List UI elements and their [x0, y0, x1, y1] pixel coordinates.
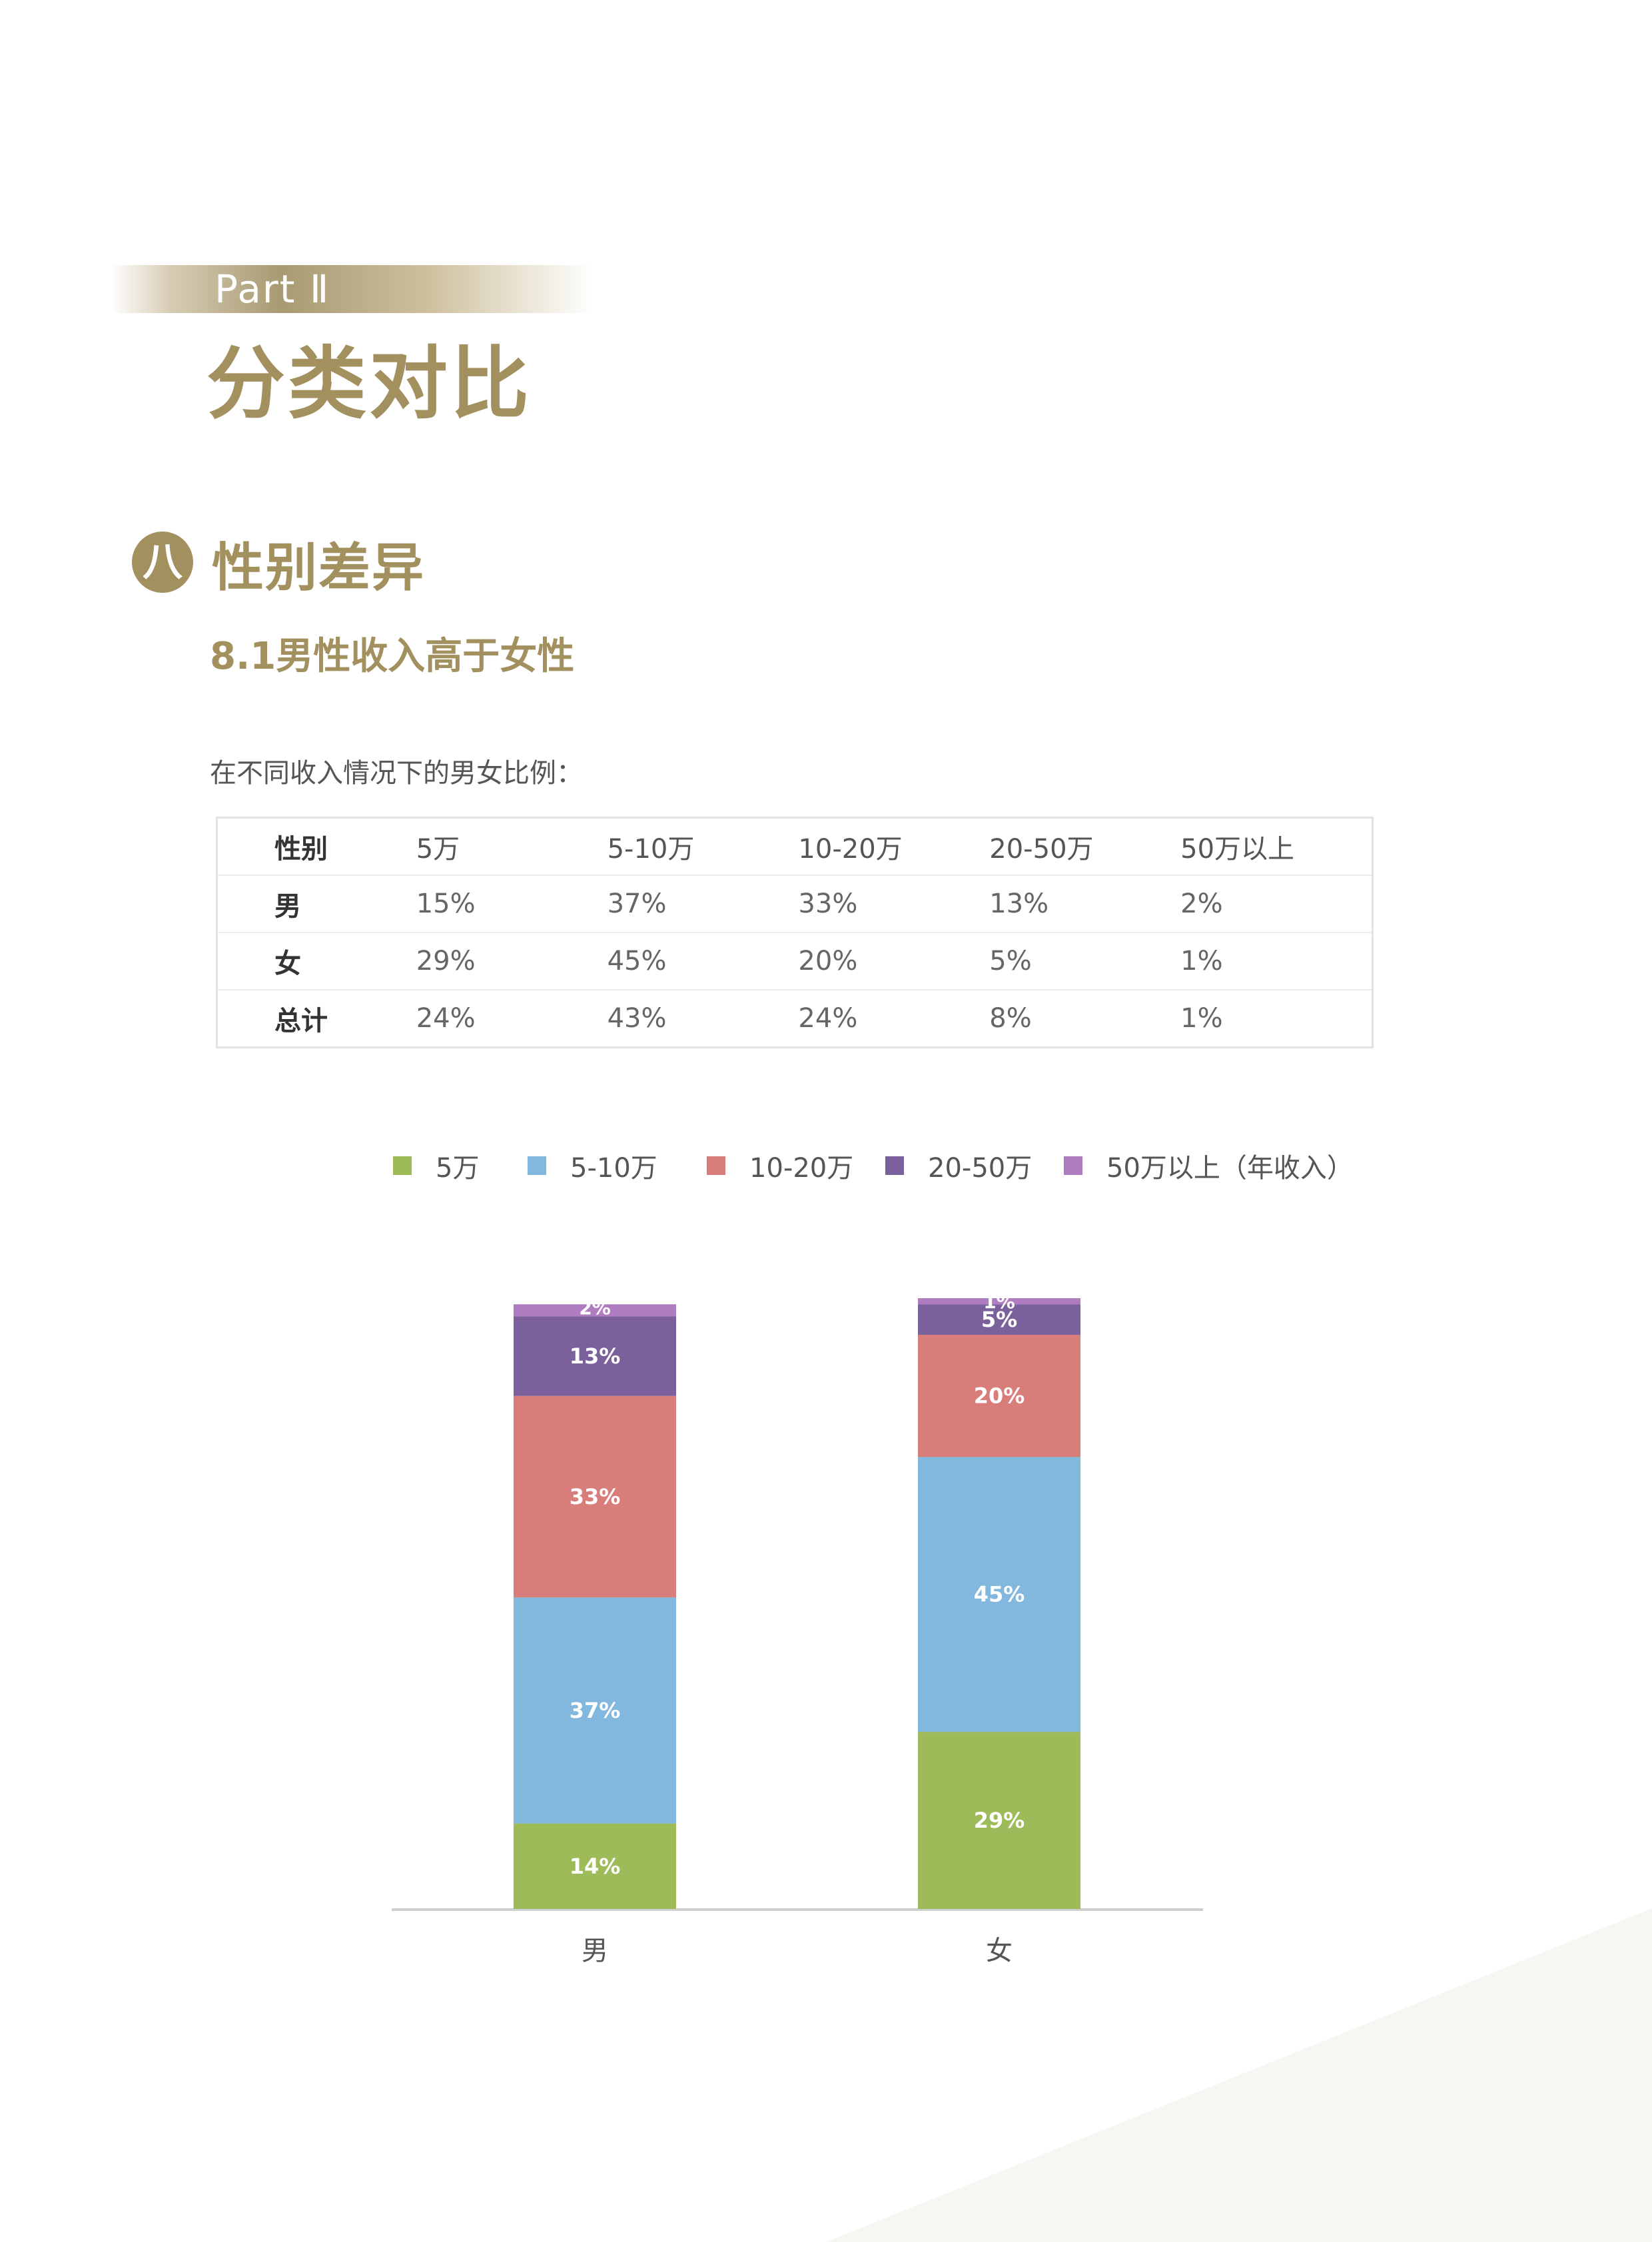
- legend-label: 5万: [436, 1153, 480, 1184]
- bar-segment: [918, 1298, 1080, 1305]
- table-cell: 45%: [607, 946, 667, 976]
- data-label: 14%: [570, 1854, 621, 1879]
- part-title: 分类对比: [206, 338, 532, 430]
- legend-item: 5-10万: [528, 1146, 707, 1185]
- legend-label: 20-50万: [928, 1153, 1032, 1184]
- bar-segment: [514, 1395, 676, 1598]
- legend-swatch: [885, 1156, 904, 1175]
- table-row: 总计 24% 43% 24% 8% 1%: [218, 989, 1372, 1046]
- subsection-title: 8.1男性收入高于女性: [210, 635, 575, 678]
- legend-swatch: [393, 1156, 412, 1175]
- table-header-cell: 10-20万: [798, 834, 903, 865]
- table-cell: 5%: [989, 946, 1032, 976]
- intro-text: 在不同收入情况下的男女比例：: [210, 758, 583, 789]
- data-label: 33%: [570, 1484, 621, 1509]
- table-header-cell: 20-50万: [989, 834, 1094, 865]
- legend-label: 10-20万: [749, 1153, 854, 1184]
- data-label: 13%: [570, 1343, 621, 1369]
- bar-segment: [514, 1823, 676, 1909]
- income-gender-table: 性别 5万 5-10万 10-20万 20-50万 50万以上 男 15% 37…: [216, 817, 1374, 1048]
- table-cell: 24%: [798, 1003, 858, 1034]
- table-header-cell: 50万以上: [1180, 834, 1295, 865]
- data-label: 45%: [974, 1582, 1025, 1607]
- table-header-cell: 性别: [274, 834, 328, 865]
- table-row: 女 29% 45% 20% 5% 1%: [218, 932, 1372, 989]
- table-cell: 24%: [416, 1003, 476, 1034]
- legend-label: 50万以上（年收入）: [1106, 1153, 1354, 1184]
- bar-segment: [514, 1304, 676, 1317]
- table-cell: 8%: [989, 1003, 1032, 1034]
- bar-segment: [514, 1597, 676, 1824]
- bar-segment: [918, 1335, 1080, 1457]
- table-cell: 33%: [798, 889, 858, 919]
- chart-legend: 5万 5-10万 10-20万 20-50万 50万以上（年收入）: [393, 1146, 1354, 1186]
- table-cell: 2%: [1180, 889, 1223, 919]
- table-header-cell: 5万: [416, 834, 460, 865]
- table-cell: 女: [274, 948, 301, 979]
- table-cell: 37%: [607, 889, 667, 919]
- legend-item: 5万: [393, 1146, 528, 1185]
- data-label: 1%: [983, 1291, 1015, 1313]
- bar-segment: [918, 1457, 1080, 1732]
- legend-swatch: [707, 1156, 725, 1175]
- bar-segment: [514, 1316, 676, 1396]
- section-number-badge: 八: [132, 532, 193, 593]
- x-tick-label: 女: [986, 1936, 1013, 1966]
- table-cell: 1%: [1180, 1003, 1223, 1034]
- table-cell: 20%: [798, 946, 858, 976]
- section-title: 性别差异: [212, 538, 426, 598]
- table-cell: 29%: [416, 946, 476, 976]
- legend-label: 5-10万: [570, 1153, 657, 1184]
- data-label: 29%: [974, 1808, 1025, 1833]
- x-tick-label: 男: [582, 1936, 608, 1966]
- bar-segment: [918, 1732, 1080, 1909]
- table-cell: 15%: [416, 889, 476, 919]
- data-label: 5%: [981, 1307, 1017, 1332]
- data-label: 2%: [579, 1297, 611, 1319]
- bar-segment: [918, 1304, 1080, 1335]
- table-cell: 1%: [1180, 946, 1223, 976]
- table-cell: 13%: [989, 889, 1049, 919]
- table-cell: 43%: [607, 1003, 667, 1034]
- part-label: Part Ⅱ: [214, 266, 330, 312]
- table-row: 男 15% 37% 33% 13% 2%: [218, 875, 1372, 932]
- data-label: 20%: [974, 1383, 1025, 1409]
- legend-item: 20-50万: [885, 1146, 1064, 1185]
- part-banner: [113, 265, 593, 313]
- legend-swatch: [1064, 1156, 1082, 1175]
- legend-item: 10-20万: [707, 1146, 885, 1185]
- table-cell: 男: [274, 891, 301, 922]
- table-header-row: 性别 5万 5-10万 10-20万 20-50万 50万以上: [218, 819, 1372, 875]
- legend-item: 50万以上（年收入）: [1064, 1146, 1354, 1185]
- table-header-cell: 5-10万: [607, 834, 695, 865]
- table-cell: 总计: [274, 1006, 328, 1036]
- data-label: 37%: [570, 1698, 621, 1723]
- legend-swatch: [528, 1156, 546, 1175]
